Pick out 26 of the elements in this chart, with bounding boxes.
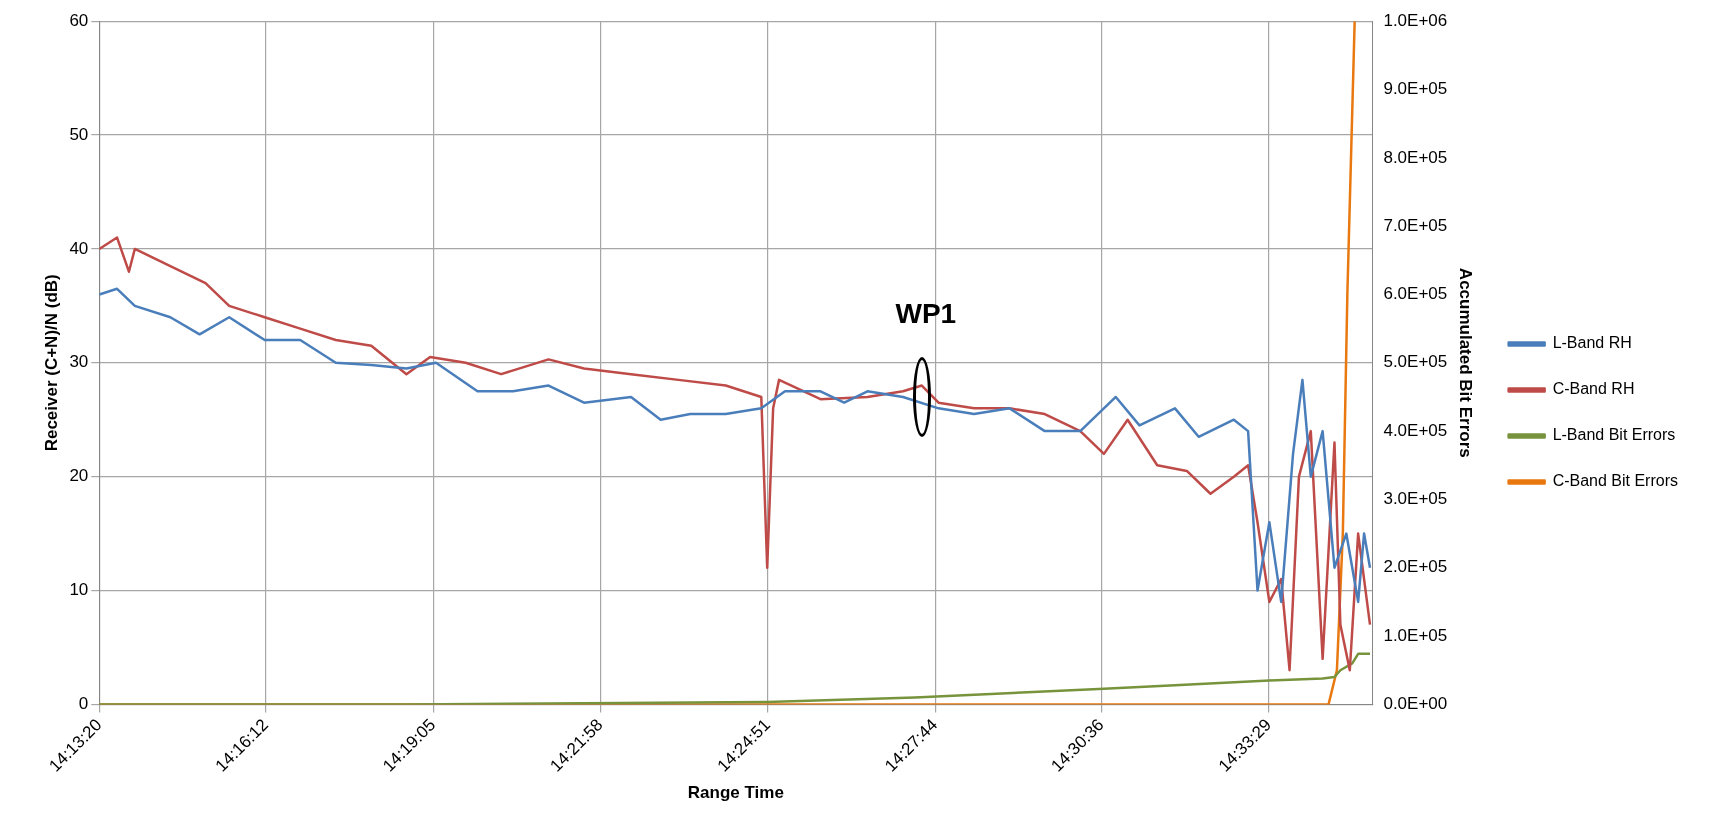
y-axis-title: Receiver (C+N)/N (dB): [41, 274, 61, 452]
y2-tick-label: 1.0E+06: [1383, 10, 1448, 30]
y2-tick-label: 3.0E+05: [1383, 489, 1448, 509]
x-axis-title: Range Time: [687, 783, 784, 803]
y-tick-label: 30: [69, 352, 89, 372]
y2-tick-label: 1.0E+05: [1383, 625, 1448, 645]
y2-tick-label: 0.0E+00: [1383, 694, 1448, 714]
legend-label: L-Band RH: [1552, 334, 1632, 352]
y2-tick-label: 6.0E+05: [1383, 284, 1448, 304]
y-tick-label: 10: [69, 580, 89, 600]
y2-tick-label: 2.0E+05: [1383, 557, 1448, 577]
legend-label: L-Band Bit Errors: [1552, 426, 1676, 444]
y-tick-label: 60: [69, 10, 89, 30]
y2-tick-label: 9.0E+05: [1383, 79, 1448, 99]
y2-axis-title: Accumulated Bit Errors: [1455, 267, 1475, 458]
annotation: WP1: [895, 297, 957, 329]
y2-tick-label: 5.0E+05: [1383, 352, 1448, 372]
y-tick-label: 50: [69, 124, 89, 144]
y2-tick-label: 7.0E+05: [1383, 215, 1448, 235]
y2-tick-label: 4.0E+05: [1383, 420, 1448, 440]
y-tick-label: 20: [69, 466, 89, 486]
legend-label: C-Band Bit Errors: [1552, 472, 1679, 490]
y-tick-label: 0: [78, 694, 89, 714]
y2-tick-label: 8.0E+05: [1383, 147, 1448, 167]
y-tick-label: 40: [69, 238, 89, 258]
legend-label: C-Band RH: [1552, 380, 1635, 398]
